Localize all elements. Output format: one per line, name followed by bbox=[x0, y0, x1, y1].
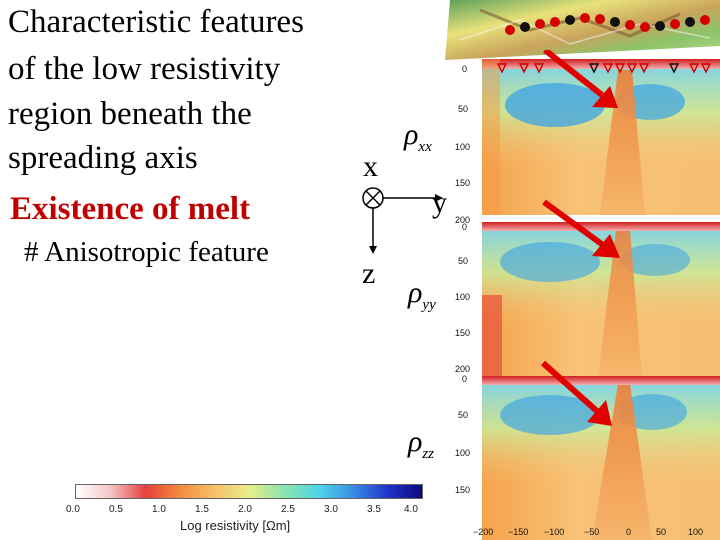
anisotropy-note: # Anisotropic feature bbox=[24, 236, 269, 268]
panel-rho-xx bbox=[482, 59, 720, 215]
x-tick: 50 bbox=[656, 527, 667, 537]
x-tick: 0 bbox=[626, 527, 632, 537]
colorbar-tick: 0.5 bbox=[109, 504, 123, 515]
station-triangles bbox=[496, 63, 712, 74]
heading-line-2: of the low resistivity bbox=[8, 51, 281, 87]
panel-rho-zz bbox=[482, 376, 720, 540]
x-tick: 100 bbox=[688, 527, 704, 537]
colorbar bbox=[75, 484, 423, 499]
depth-tick: 100 bbox=[455, 292, 471, 302]
melt-arrows bbox=[541, 50, 620, 426]
rho-yy-label: ρyy bbox=[408, 276, 436, 313]
rho-zz-label: ρzz bbox=[408, 425, 435, 462]
axis-glyph bbox=[362, 187, 443, 254]
x-tick: −100 bbox=[544, 527, 565, 537]
depth-tick: 100 bbox=[455, 142, 471, 152]
colorbar-tick: 1.0 bbox=[152, 504, 166, 515]
depth-tick: 100 bbox=[455, 448, 471, 458]
depth-tick: 200 bbox=[455, 215, 471, 225]
x-tick: −150 bbox=[508, 527, 529, 537]
x-tick: −50 bbox=[584, 527, 600, 537]
rho-xx-label: ρxx bbox=[404, 118, 432, 155]
depth-tick: 150 bbox=[455, 178, 471, 188]
heading-line-3: region beneath the bbox=[8, 96, 252, 132]
depth-tick: 50 bbox=[458, 104, 469, 114]
depth-tick: 0 bbox=[462, 64, 468, 74]
heading-line-1: Characteristic features bbox=[8, 4, 304, 40]
depth-tick: 0 bbox=[462, 222, 468, 232]
axis-y-label: y bbox=[432, 186, 447, 219]
colorbar-label: Log resistivity [Ωm] bbox=[180, 518, 291, 533]
depth-tick: 150 bbox=[455, 485, 471, 495]
bathymetry-map bbox=[445, 0, 720, 60]
station-dots bbox=[505, 13, 710, 35]
depth-tick: 200 bbox=[455, 364, 471, 374]
x-tick: −200 bbox=[473, 527, 494, 537]
depth-tick: 150 bbox=[455, 328, 471, 338]
axis-x-label: x bbox=[363, 150, 378, 183]
colorbar-tick: 3.0 bbox=[324, 504, 338, 515]
colorbar-tick: 2.0 bbox=[238, 504, 252, 515]
melt-emphasis: Existence of melt bbox=[10, 191, 251, 227]
depth-tick: 0 bbox=[462, 374, 468, 384]
depth-tick: 50 bbox=[458, 410, 469, 420]
colorbar-tick: 3.5 bbox=[367, 504, 381, 515]
colorbar-tick: 1.5 bbox=[195, 504, 209, 515]
heading-line-4: spreading axis bbox=[8, 140, 198, 176]
axis-z-label: z bbox=[362, 257, 376, 290]
colorbar-tick: 2.5 bbox=[281, 504, 295, 515]
depth-tick: 50 bbox=[458, 256, 469, 266]
colorbar-tick: 4.0 bbox=[404, 504, 418, 515]
colorbar-tick: 0.0 bbox=[66, 504, 80, 515]
resistivity-sections bbox=[482, 50, 720, 540]
